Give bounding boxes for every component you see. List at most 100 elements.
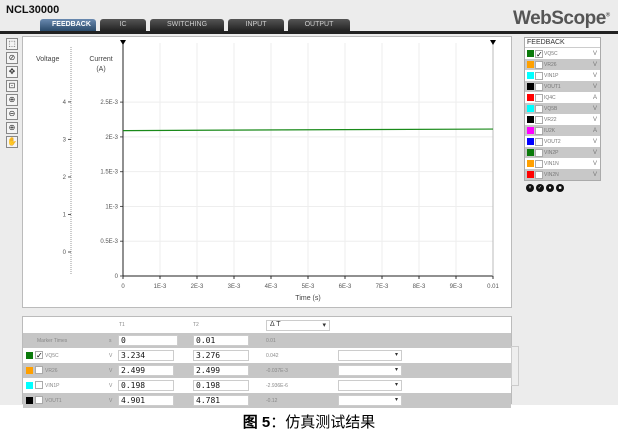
signal-item[interactable]: VIN1N V — [525, 158, 600, 169]
settings-button[interactable]: ● — [546, 184, 554, 192]
signal-checkbox[interactable] — [535, 82, 543, 91]
zoom-out-icon[interactable]: ⊖ — [6, 108, 18, 120]
clear-button[interactable]: × — [526, 184, 534, 192]
color-swatch — [527, 160, 534, 167]
current-tick-label: 1E-3 — [105, 204, 118, 210]
row-unit: V — [109, 383, 113, 389]
row-name: VQ5C — [45, 353, 59, 359]
zoom-box-icon[interactable]: ⊕ — [6, 94, 18, 106]
delta-value: 0.042 — [266, 353, 279, 359]
signal-item[interactable]: ✓ VQ5C V — [525, 48, 600, 59]
tab-divider — [0, 31, 618, 34]
signal-item[interactable]: VOUT2 V — [525, 136, 600, 147]
signal-checkbox[interactable] — [535, 104, 543, 113]
marker-unit: s — [109, 338, 112, 344]
signal-unit: V — [592, 83, 597, 90]
check-button[interactable]: ✓ — [536, 184, 544, 192]
row-checkbox[interactable]: ✓ — [35, 351, 43, 360]
x-tick-label: 0 — [121, 284, 125, 290]
export-button[interactable]: ■ — [556, 184, 564, 192]
figure-caption: 图 5：仿真测试结果 — [0, 411, 618, 432]
row-name: VIN1P — [45, 383, 60, 389]
row-checkbox[interactable] — [35, 381, 43, 389]
signal-item[interactable]: VIN1P V — [525, 70, 600, 81]
x-tick-label: 9E-3 — [450, 284, 463, 290]
signal-item[interactable]: VQ5B V — [525, 103, 600, 114]
row-select[interactable]: ▾ — [338, 380, 402, 391]
x-tick-label: 0.01 — [487, 284, 499, 290]
row-name: VOUT1 — [45, 398, 62, 404]
webscope-app: NCL30000 FEEDBACK IC SWITCHING INPUT OUTPUT … — [0, 0, 618, 408]
signal-checkbox[interactable]: ✓ — [535, 49, 543, 59]
table-scrollbar[interactable] — [511, 346, 519, 386]
signal-checkbox[interactable] — [535, 115, 543, 124]
t2-header: T2 — [193, 322, 199, 328]
signal-checkbox[interactable] — [535, 71, 543, 80]
t2-value[interactable]: 4.781 — [193, 395, 249, 406]
hand-icon[interactable]: ✋ — [6, 136, 18, 148]
signal-item[interactable]: VIN2P V — [525, 147, 600, 158]
signal-checkbox[interactable] — [535, 170, 543, 179]
t2-value[interactable]: 3.276 — [193, 350, 249, 361]
color-swatch — [527, 138, 534, 145]
t2-value[interactable]: 0.198 — [193, 380, 249, 391]
signal-item[interactable]: VR22 V — [525, 114, 600, 125]
delta-select[interactable]: Δ T ▾ — [266, 320, 330, 331]
color-swatch — [26, 367, 33, 374]
signal-checkbox[interactable] — [535, 148, 543, 157]
measure-icon[interactable]: ⊡ — [6, 80, 18, 92]
chart-svg[interactable]: 0 1E-3 2E-3 3E-3 4E-3 5E-3 6E-3 7E-3 8E-3 9E-3 0.0… — [23, 37, 513, 309]
tab-input[interactable]: INPUT — [228, 19, 284, 31]
row-checkbox[interactable] — [35, 366, 43, 374]
signal-checkbox[interactable] — [535, 60, 543, 69]
signal-item[interactable]: VIN2N V — [525, 169, 600, 180]
t1-input[interactable]: 0 — [118, 335, 178, 346]
row-select[interactable]: ▾ — [338, 350, 402, 361]
signal-unit: V — [592, 171, 597, 178]
row-select[interactable]: ▾ — [338, 365, 402, 376]
app-title: NCL30000 — [6, 4, 60, 16]
t1-value[interactable]: 4.901 — [118, 395, 174, 406]
signal-item[interactable]: VOUT1 V — [525, 81, 600, 92]
signal-item[interactable]: IU2K A — [525, 125, 600, 136]
t1-value[interactable]: 0.198 — [118, 380, 174, 391]
signal-unit: V — [592, 50, 597, 57]
signal-item[interactable]: IQ4C A — [525, 92, 600, 103]
tab-output[interactable]: OUTPUT — [288, 19, 350, 31]
t1-value[interactable]: 2.499 — [118, 365, 174, 376]
zoom-in-icon[interactable]: ⊕ — [6, 122, 18, 134]
tab-switching[interactable]: SWITCHING — [150, 19, 224, 31]
color-swatch — [527, 83, 534, 90]
signal-name: IQ4C — [544, 94, 556, 101]
current-tick-label: 0.5E-3 — [100, 239, 118, 245]
table-row: VOUT1 V 4.901 4.781 -0.12 ▾ — [23, 393, 511, 408]
pan-icon[interactable]: ✥ — [6, 66, 18, 78]
logo-mark: ® — [605, 12, 610, 19]
signal-item[interactable]: VR26 V — [525, 59, 600, 70]
signal-checkbox[interactable] — [535, 93, 543, 102]
t1-value[interactable]: 3.234 — [118, 350, 174, 361]
plot-area[interactable]: 0 1E-3 2E-3 3E-3 4E-3 5E-3 6E-3 7E-3 8E-3 9E-3 0.0… — [22, 36, 512, 308]
series-line-vq5c — [122, 128, 494, 132]
marker-t2-icon[interactable] — [490, 40, 496, 45]
signal-unit: V — [592, 138, 597, 145]
marker-t1-icon[interactable] — [120, 40, 126, 45]
t2-input[interactable]: 0.01 — [193, 335, 249, 346]
signal-checkbox[interactable] — [535, 126, 543, 135]
table-header: T1 T2 Δ T ▾ — [23, 318, 511, 333]
row-checkbox[interactable] — [35, 396, 43, 404]
tab-feedback[interactable]: FEEDBACK — [40, 19, 96, 31]
tab-bar: FEEDBACK IC SWITCHING INPUT OUTPUT — [40, 19, 350, 31]
x-tick-label: 8E-3 — [413, 284, 426, 290]
select-icon[interactable]: ⬚ — [6, 38, 18, 50]
color-swatch — [26, 352, 33, 359]
row-select[interactable]: ▾ — [338, 395, 402, 406]
color-swatch — [527, 50, 534, 57]
tab-ic[interactable]: IC — [100, 19, 146, 31]
t1-header: T1 — [119, 322, 125, 328]
signal-checkbox[interactable] — [535, 137, 543, 146]
cursor-icon[interactable]: ⊘ — [6, 52, 18, 64]
t2-value[interactable]: 2.499 — [193, 365, 249, 376]
table-row: ✓ VQ5C V 3.234 3.276 0.042 ▾ — [23, 348, 511, 363]
signal-checkbox[interactable] — [535, 159, 543, 168]
